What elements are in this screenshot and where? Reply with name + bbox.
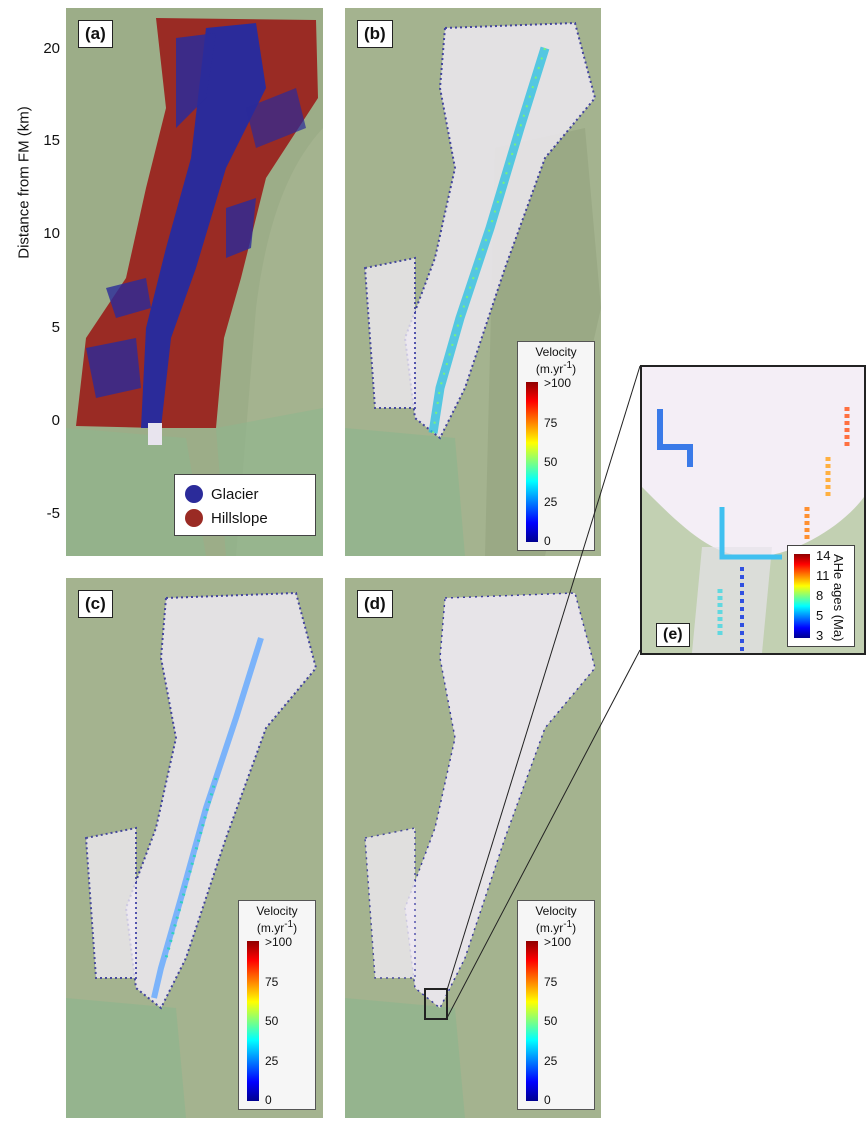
ahe-tick: 3 [816, 628, 824, 643]
colorbar-tick: >100 [265, 935, 293, 949]
velocity-colorbar-d: Velocity (m.yr-1) >100 75 50 25 0 [517, 900, 595, 1110]
panel-b: (b) Velocity (m.yr-1) >100 75 50 25 0 [345, 8, 601, 556]
velocity-gradient [247, 941, 259, 1101]
colorbar-title: Velocity (m.yr-1) [239, 904, 315, 935]
colorbar-tick: >100 [544, 376, 572, 390]
glacier-swatch [185, 485, 203, 503]
colorbar-title: Velocity (m.yr-1) [518, 904, 594, 935]
ahe-tick: 8 [816, 588, 824, 603]
y-tick: 15 [43, 132, 60, 149]
colorbar-tick: 0 [265, 1093, 272, 1107]
colorbar-tick: 25 [544, 1054, 558, 1068]
ahe-colorbar-title: AHe ages (Ma) [831, 554, 846, 642]
ahe-colorbar: 14 11 8 5 3 AHe ages (Ma) [787, 545, 855, 647]
hillslope-swatch [185, 509, 203, 527]
velocity-gradient [526, 382, 538, 542]
ahe-gradient [794, 554, 810, 638]
y-tick: 5 [51, 319, 60, 336]
colorbar-tick: 75 [265, 975, 279, 989]
colorbar-title-close: ) [572, 921, 577, 935]
colorbar-title-close: ) [572, 362, 577, 376]
colorbar-tick: 25 [265, 1054, 279, 1068]
colorbar-tick: 0 [544, 534, 551, 548]
y-tick: -5 [46, 505, 60, 522]
legend-item-glacier: Glacier [185, 483, 259, 505]
velocity-gradient [526, 941, 538, 1101]
panel-label-d: (d) [357, 590, 393, 618]
colorbar-tick: 25 [544, 495, 558, 509]
legend-glacier-label: Glacier [211, 485, 259, 503]
panel-label-b: (b) [357, 20, 393, 48]
panel-e-inset: 14 11 8 5 3 AHe ages (Ma) (e) [640, 365, 866, 655]
velocity-colorbar-b: Velocity (m.yr-1) >100 75 50 25 0 [517, 341, 595, 551]
panel-d: (d) Velocity (m.yr-1) >100 75 50 25 0 [345, 578, 601, 1118]
colorbar-title-line1: Velocity [256, 904, 298, 918]
colorbar-tick: 50 [265, 1014, 279, 1028]
colorbar-title-line2: (m.yr [256, 921, 285, 935]
legend-hillslope-label: Hillslope [211, 509, 268, 527]
colorbar-tick: 50 [544, 455, 558, 469]
panel-a: (a) Glacier Hillslope [66, 8, 323, 556]
y-tick: 10 [43, 225, 60, 242]
colorbar-title: Velocity (m.yr-1) [518, 345, 594, 376]
y-tick: 0 [51, 412, 60, 429]
panel-label-c: (c) [78, 590, 113, 618]
y-axis-label: Distance from FM (km) [15, 106, 33, 259]
colorbar-tick: 0 [544, 1093, 551, 1107]
colorbar-title-line1: Velocity [535, 904, 577, 918]
colorbar-tick: 75 [544, 416, 558, 430]
colorbar-title-line2: (m.yr [535, 921, 564, 935]
colorbar-tick: 75 [544, 975, 558, 989]
y-tick: 20 [43, 40, 60, 57]
map-legend: Glacier Hillslope [174, 474, 316, 536]
ahe-tick: 11 [816, 568, 830, 583]
panel-label-a: (a) [78, 20, 113, 48]
colorbar-tick: >100 [544, 935, 572, 949]
panel-label-e: (e) [656, 623, 690, 647]
colorbar-title-close: ) [293, 921, 298, 935]
ahe-tick: 5 [816, 608, 824, 623]
colorbar-tick: 50 [544, 1014, 558, 1028]
colorbar-title-line2: (m.yr [535, 362, 564, 376]
ahe-tick: 14 [816, 548, 831, 563]
colorbar-title-sup: -1 [563, 919, 573, 930]
velocity-colorbar-c: Velocity (m.yr-1) >100 75 50 25 0 [238, 900, 316, 1110]
legend-item-hillslope: Hillslope [185, 507, 268, 529]
panel-c: (c) Velocity (m.yr-1) >100 75 50 25 0 [66, 578, 323, 1118]
colorbar-title-line1: Velocity [535, 345, 577, 359]
colorbar-title-sup: -1 [284, 919, 294, 930]
colorbar-title-sup: -1 [563, 360, 573, 371]
terrain-map-a [66, 8, 323, 556]
